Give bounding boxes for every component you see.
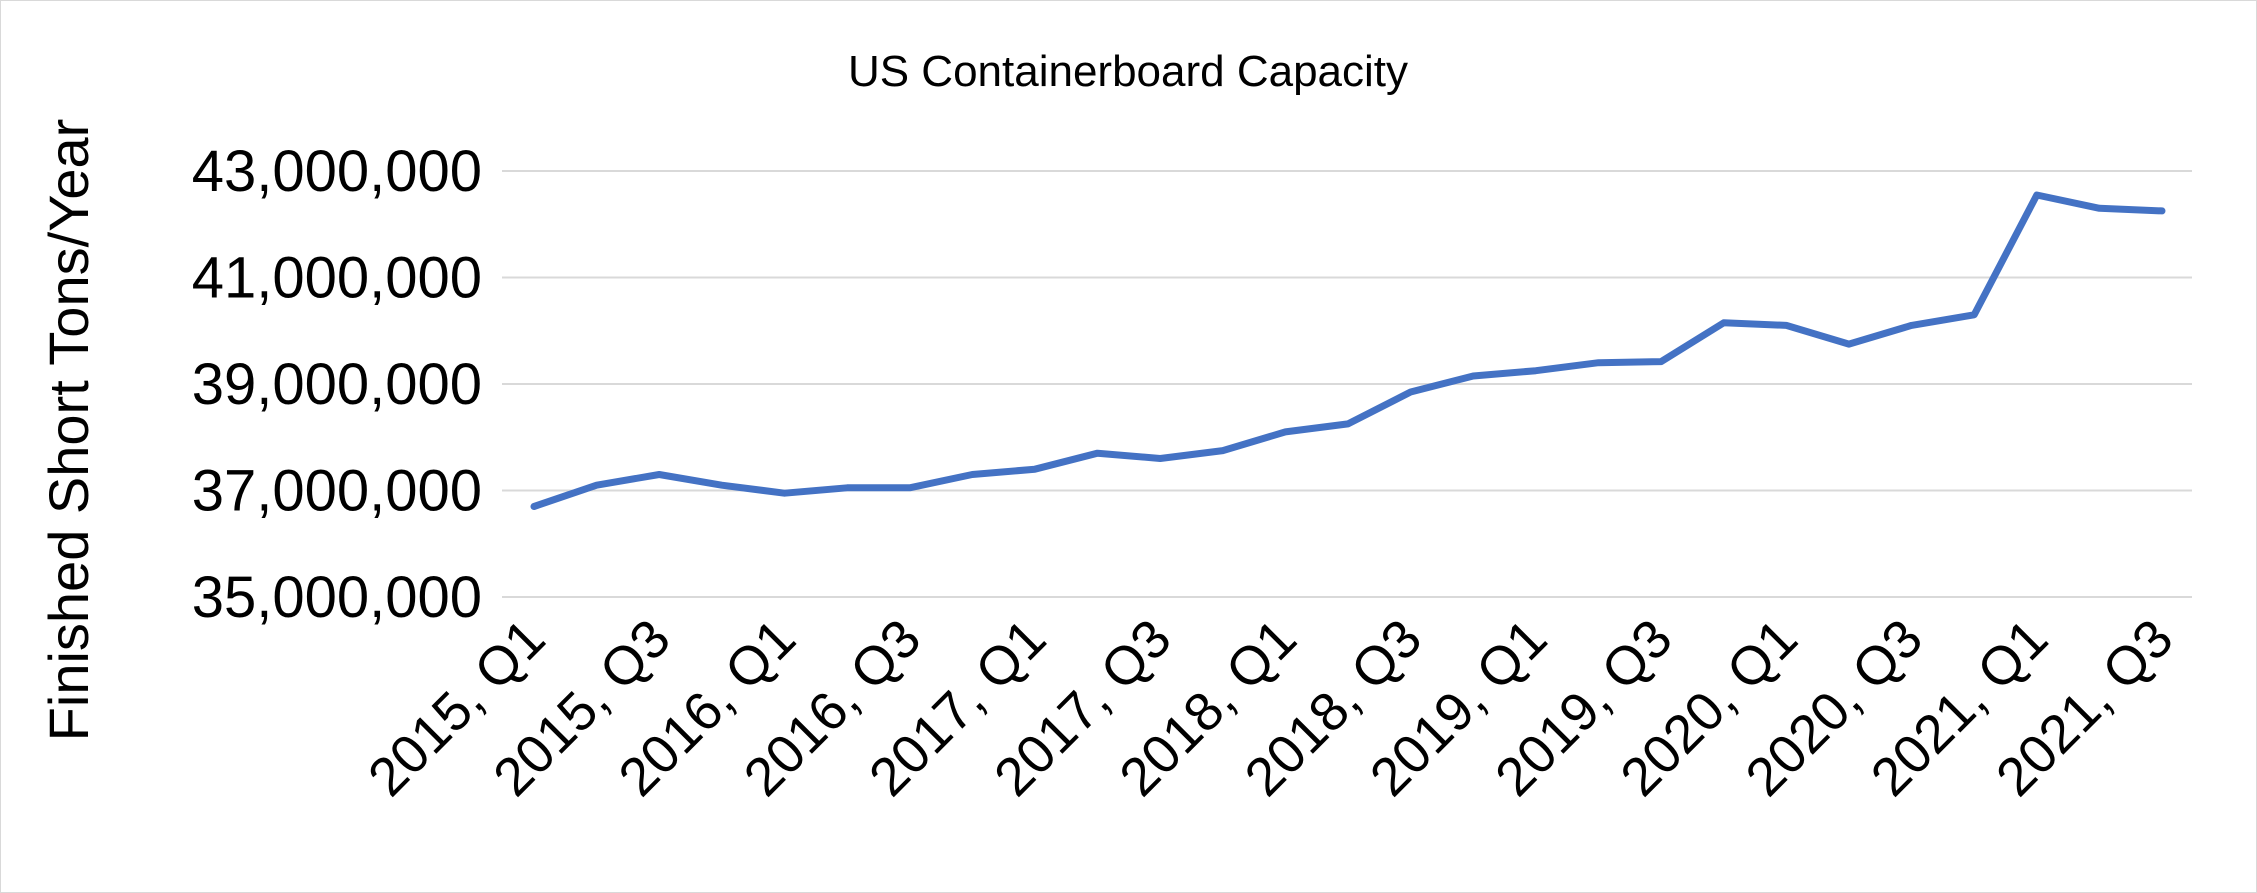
y-tick-label: 37,000,000 <box>192 459 482 524</box>
y-axis-ticks: 35,000,000 37,000,000 39,000,000 41,000,000… <box>192 139 482 630</box>
data-point <box>1783 322 1789 328</box>
series-line <box>530 191 2166 510</box>
data-point <box>2159 208 2165 214</box>
data-point <box>1220 448 1226 454</box>
data-point <box>844 485 850 491</box>
chart-title: US Containerboard Capacity <box>848 47 1408 96</box>
y-axis-label: Finished Short Tons/Year <box>37 119 100 742</box>
data-point <box>2096 205 2102 211</box>
gridlines <box>502 170 2192 598</box>
data-point <box>1095 450 1101 456</box>
data-point <box>1282 429 1288 435</box>
data-point <box>1345 421 1351 427</box>
data-point <box>1470 373 1476 379</box>
series-layer <box>530 191 2166 510</box>
data-point <box>1157 456 1163 462</box>
y-tick-label: 43,000,000 <box>192 139 482 204</box>
data-point <box>969 472 975 478</box>
data-point <box>531 503 537 509</box>
data-point <box>1533 368 1539 374</box>
data-point <box>594 482 600 488</box>
data-point <box>1846 341 1852 347</box>
data-point <box>1658 359 1664 365</box>
y-tick-label: 41,000,000 <box>192 246 482 311</box>
data-point <box>1909 322 1915 328</box>
data-point <box>1595 360 1601 366</box>
data-point <box>1971 312 1977 318</box>
data-point <box>656 472 662 478</box>
y-tick-label: 39,000,000 <box>192 352 482 417</box>
data-point <box>2034 192 2040 198</box>
y-tick-label: 35,000,000 <box>192 565 482 630</box>
data-point <box>781 490 787 496</box>
data-point <box>1721 320 1727 326</box>
data-point <box>1408 389 1414 395</box>
data-point <box>719 482 725 488</box>
data-point <box>1032 466 1038 472</box>
data-point <box>907 485 913 491</box>
